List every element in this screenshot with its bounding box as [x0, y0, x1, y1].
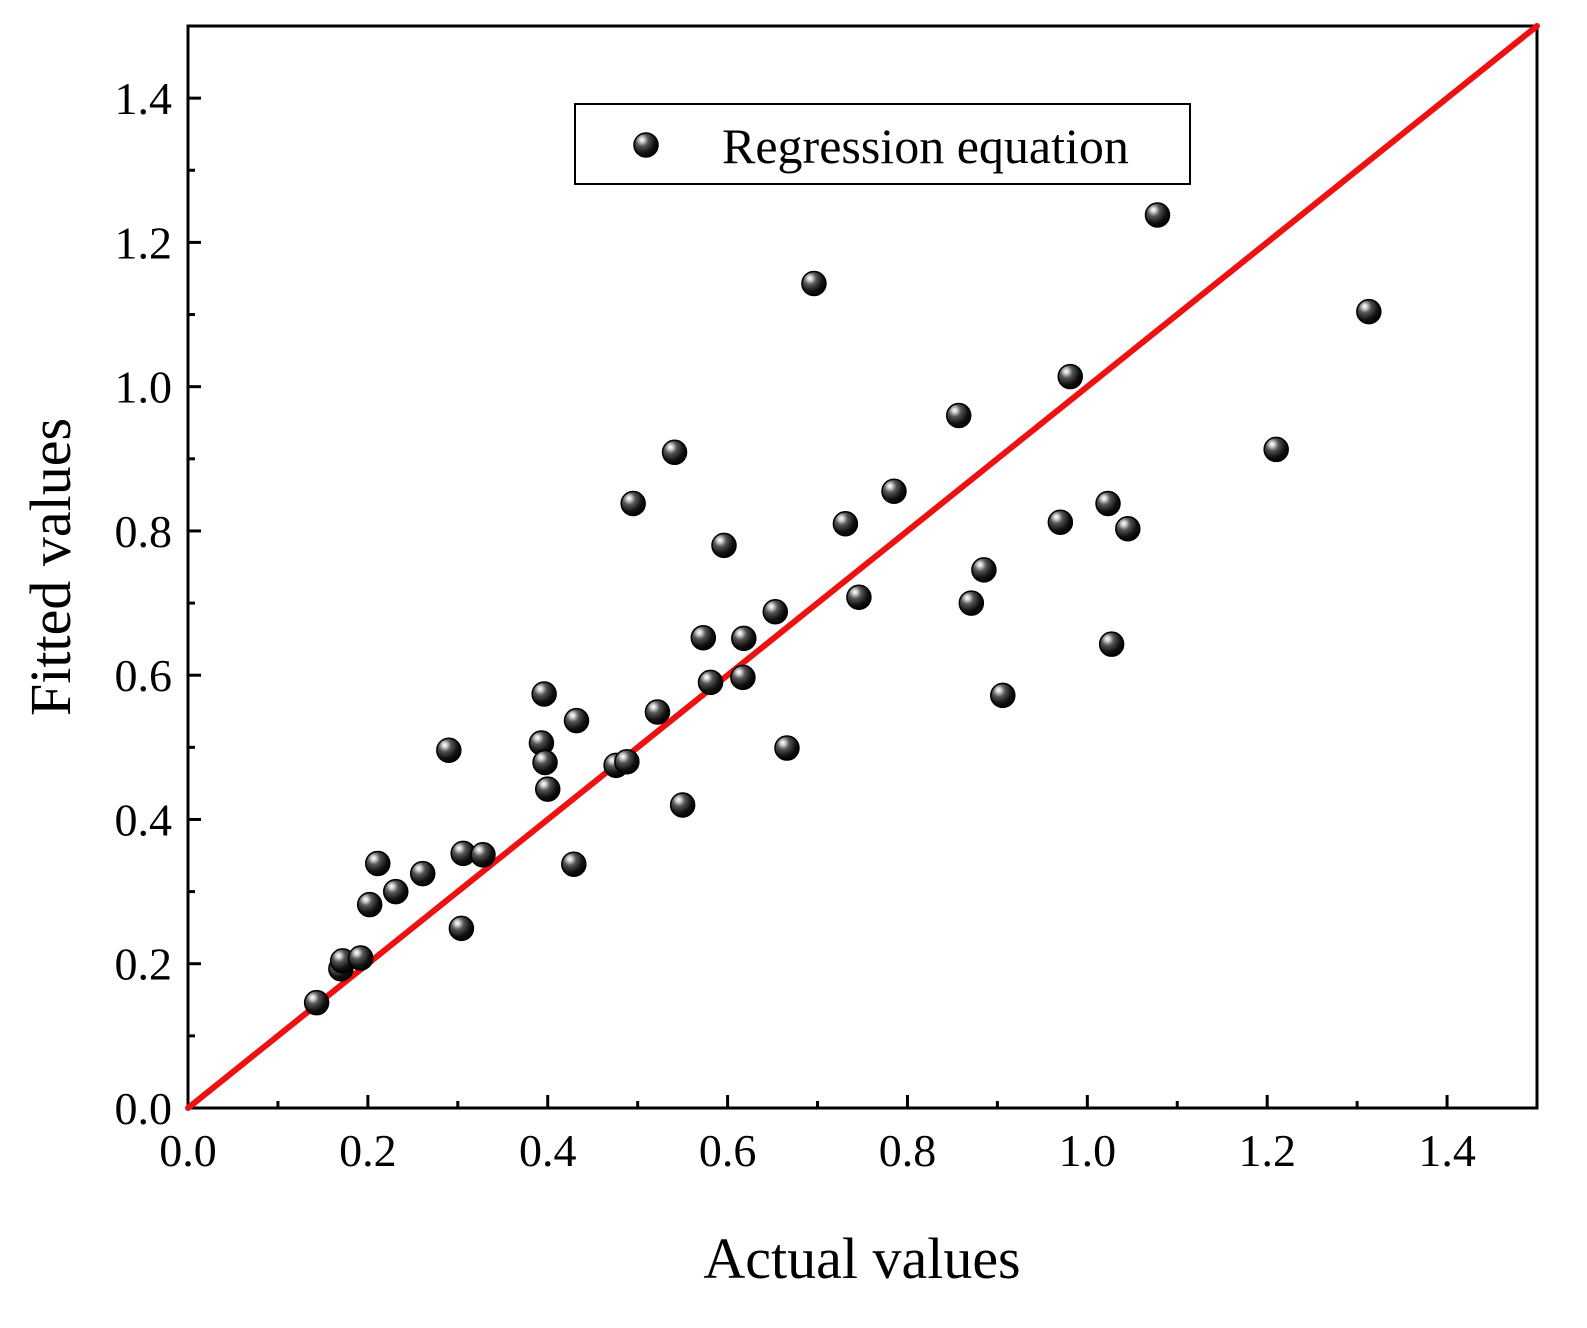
y-tick-label: 0.0 [115, 1083, 173, 1134]
y-axis-title: Fitted values [18, 418, 83, 716]
data-point [347, 945, 374, 971]
legend-marker [633, 132, 659, 158]
data-point [730, 664, 756, 691]
plot-frame [186, 24, 1539, 1110]
data-point [470, 842, 496, 868]
x-tick-label: 0.8 [879, 1125, 937, 1176]
data-point [436, 737, 462, 763]
data-point [832, 510, 859, 537]
data-point [382, 878, 409, 905]
data-point [532, 749, 558, 776]
data-point [644, 699, 671, 725]
data-point [531, 681, 557, 707]
data-point [697, 669, 724, 696]
x-tick-label: 1.2 [1238, 1125, 1296, 1176]
x-tick-label: 1.0 [1059, 1125, 1117, 1176]
data-point [563, 707, 590, 734]
data-point [958, 590, 985, 616]
y-tick-label: 0.4 [115, 794, 173, 845]
data-point [801, 270, 827, 297]
legend-label: Regression equation [722, 118, 1129, 174]
data-points [303, 202, 1382, 1016]
data-point [1095, 490, 1121, 517]
y-tick-label: 1.2 [115, 217, 173, 268]
x-tick-label: 0.2 [339, 1125, 397, 1176]
axis-tick-labels: 0.00.0 0.2 0.2 0.4 0.4 0.6 0.6 0.8 0.8 1.0 1.0 1.2 1… [115, 73, 1476, 1176]
data-point [669, 792, 696, 818]
data-point [561, 851, 587, 877]
x-tick-label: 0.0 [159, 1125, 217, 1176]
axis-ticks [186, 96, 1449, 1110]
data-point [356, 891, 383, 918]
data-point [614, 749, 640, 775]
y-tick-label: 1.4 [115, 73, 173, 124]
data-point [1356, 298, 1382, 325]
data-point [1144, 202, 1171, 228]
x-tick-label: 1.4 [1418, 1125, 1476, 1176]
legend-box [574, 103, 1191, 185]
reference-line [185, 23, 1540, 1111]
data-point [1098, 631, 1125, 657]
data-point [1263, 436, 1289, 463]
data-point [774, 735, 800, 761]
data-point [303, 989, 330, 1016]
data-point [971, 557, 997, 583]
x-tick-label: 0.6 [699, 1125, 757, 1176]
data-point [409, 860, 436, 887]
data-point [1115, 516, 1141, 542]
data-point [945, 402, 972, 429]
data-point [534, 776, 561, 802]
data-point [690, 624, 717, 651]
data-point [1047, 509, 1074, 536]
data-point [365, 850, 391, 877]
data-point [661, 439, 688, 466]
data-point [881, 478, 907, 505]
data-point [762, 598, 789, 625]
data-point [731, 625, 757, 652]
data-point [620, 490, 646, 517]
x-axis-title: Actual values [703, 1226, 1020, 1291]
legend: Regression equation [574, 103, 1191, 185]
data-point [711, 532, 737, 559]
x-tick-label: 0.4 [519, 1125, 577, 1176]
data-point [1057, 363, 1083, 390]
data-point [448, 915, 475, 942]
data-point [846, 584, 872, 611]
y-tick-label: 0.8 [115, 506, 173, 557]
y-tick-label: 0.2 [115, 939, 173, 990]
reference-line-layer [185, 23, 1540, 1111]
data-point [990, 682, 1016, 709]
y-tick-label: 1.0 [115, 362, 173, 413]
y-tick-label: 0.6 [115, 650, 173, 701]
